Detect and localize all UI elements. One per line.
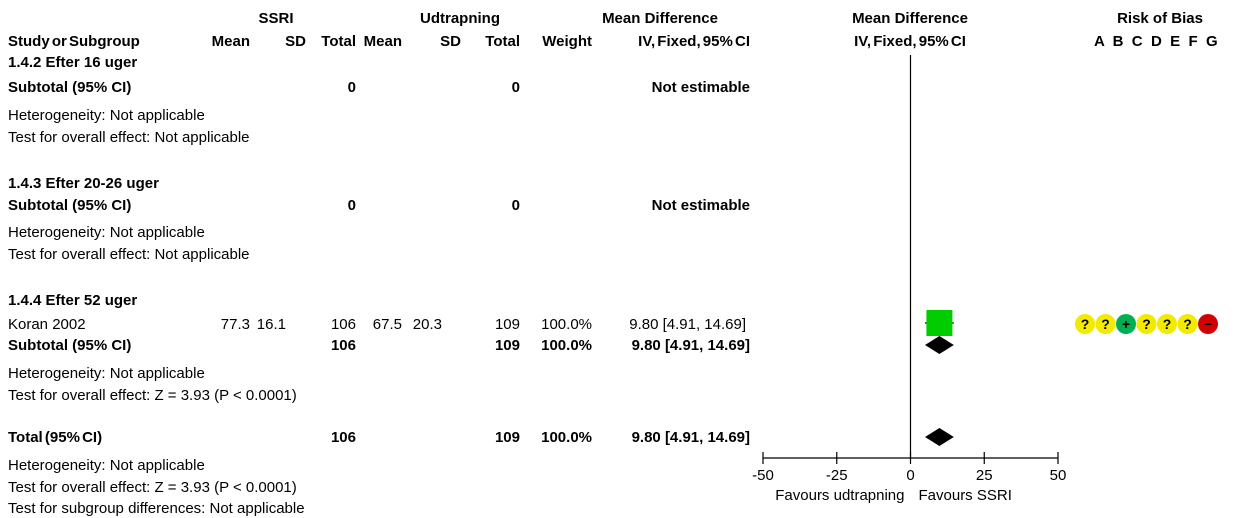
x-tick-label: -50 [752, 467, 774, 484]
total-n2: 109 [494, 429, 520, 446]
col-sd-1: SD [285, 33, 306, 50]
group1-header: SSRI [258, 10, 294, 27]
study-sd2: 20.3 [412, 316, 442, 333]
rob-letters: A B C D E F G [1094, 33, 1218, 50]
study-ci: 9.80 [4.91, 14.69] [629, 316, 746, 333]
overall-effect-text: Test for overall effect: Z = 3.93 (P < 0… [8, 479, 297, 496]
rob-symbol: ? [1163, 316, 1172, 332]
rob-unclear-icon [1136, 314, 1157, 334]
section-title: 1.4.2 Efter 16 uger [8, 54, 138, 71]
study-mean1: 77.3 [220, 316, 250, 333]
x-tick-label: 50 [1050, 467, 1067, 484]
subtotal-label: Subtotal (95% CI) [8, 337, 132, 354]
md-header: Mean Difference [602, 10, 718, 27]
rob-unclear-icon [1075, 314, 1095, 334]
subtotal-ci: Not estimable [651, 197, 750, 214]
col-study: Study or Subgroup [8, 33, 140, 50]
col-sd-2: SD [440, 33, 461, 50]
rob-symbol: ? [1101, 316, 1110, 332]
rob-high-icon [1198, 314, 1218, 334]
x-tick-label: 0 [906, 467, 914, 484]
subtotal-n1: 106 [330, 337, 356, 354]
rob-symbol: − [1204, 316, 1212, 332]
subtotal-n1: 0 [347, 79, 356, 96]
favours-left-label: Favours udtrapning [775, 487, 904, 504]
study-name: Koran 2002 [8, 316, 86, 333]
rob-low-icon [1116, 314, 1136, 334]
pooled-diamond [924, 336, 954, 354]
study-effect-box [926, 310, 953, 336]
rob-symbol: + [1122, 316, 1130, 332]
total-n1: 106 [330, 429, 356, 446]
study-n1: 106 [330, 316, 356, 333]
x-tick-label: -25 [826, 467, 848, 484]
overall-effect-text: Test for overall effect: Not applicable [8, 246, 250, 263]
group2-header: Udtrapning [420, 10, 500, 27]
subtotal-weight: 100.0% [541, 337, 592, 354]
total-weight: 100.0% [541, 429, 592, 446]
favours-right-label: Favours SSRI [919, 487, 1012, 504]
overall-effect-text: Test for overall effect: Z = 3.93 (P < 0… [8, 387, 297, 404]
subtotal-ci: 9.80 [4.91, 14.69] [631, 337, 750, 354]
plot-header: Mean Difference [852, 10, 968, 27]
subtotal-n1: 0 [347, 197, 356, 214]
subtotal-ci: Not estimable [651, 79, 750, 96]
rob-symbol: ? [1081, 316, 1090, 332]
total-label: Total (95% CI) [8, 429, 103, 446]
plot-method: IV, Fixed, 95% CI [854, 33, 966, 50]
x-tick-label: 25 [976, 467, 993, 484]
rob-unclear-icon [1095, 314, 1116, 334]
heterogeneity-text: Heterogeneity: Not applicable [8, 224, 205, 241]
col-weight: Weight [542, 33, 592, 50]
study-sd1: 16.1 [256, 316, 286, 333]
overall-effect-text: Test for overall effect: Not applicable [8, 129, 250, 146]
subtotal-label: Subtotal (95% CI) [8, 197, 132, 214]
study-weight: 100.0% [541, 316, 592, 333]
rob-header: Risk of Bias [1117, 10, 1203, 27]
heterogeneity-text: Heterogeneity: Not applicable [8, 107, 205, 124]
heterogeneity-text: Heterogeneity: Not applicable [8, 457, 205, 474]
col-total-1: Total [321, 33, 356, 50]
study-n2: 109 [494, 316, 520, 333]
section-title: 1.4.4 Efter 52 uger [8, 292, 138, 309]
section-title: 1.4.3 Efter 20-26 uger [8, 175, 159, 192]
study-mean2: 67.5 [372, 316, 402, 333]
col-mean-1: Mean [211, 33, 250, 50]
subtotal-n2: 0 [511, 197, 520, 214]
pooled-diamond [924, 428, 954, 446]
subtotal-n2: 0 [511, 79, 520, 96]
subtotal-n2: 109 [494, 337, 520, 354]
heterogeneity-text: Heterogeneity: Not applicable [8, 365, 205, 382]
subtotal-label: Subtotal (95% CI) [8, 79, 132, 96]
rob-symbol: ? [1183, 316, 1192, 332]
col-md-method: IV, Fixed, 95% CI [638, 33, 750, 50]
rob-unclear-icon [1177, 314, 1198, 334]
total-ci: 9.80 [4.91, 14.69] [631, 429, 750, 446]
col-total-2: Total [485, 33, 520, 50]
col-mean-2: Mean [363, 33, 402, 50]
rob-unclear-icon [1157, 314, 1177, 334]
rob-symbol: ? [1142, 316, 1151, 332]
